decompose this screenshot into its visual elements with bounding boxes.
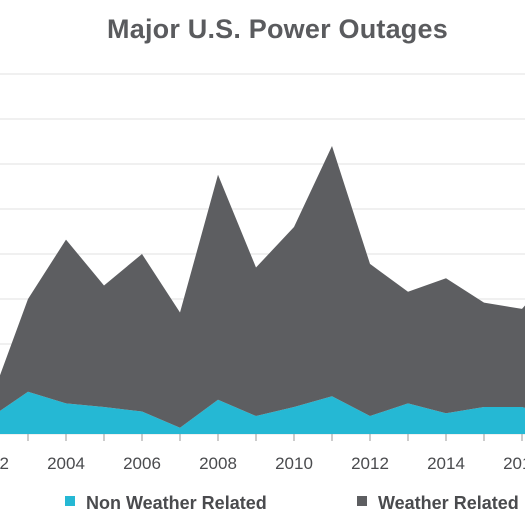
x-tick-label: 2006 [123,454,161,473]
x-tick-label: 2004 [47,454,85,473]
legend-label: Non Weather Related [86,493,267,513]
area-non-weather-related [0,391,525,434]
x-axis: 2002 2004 2006 2008 2010 2012 2014 2016 [0,434,525,473]
legend-swatch [65,496,75,506]
x-tick-label: 2010 [275,454,313,473]
x-tick-label: 2016 [503,454,525,473]
area-weather-related [0,146,525,428]
x-tick-label: 2014 [427,454,465,473]
chart-title: Major U.S. Power Outages [107,14,448,44]
x-tick-label: 2012 [351,454,389,473]
legend-swatch [357,496,367,506]
legend-label: Weather Related [378,493,519,513]
legend: Non Weather Related Weather Related [65,493,519,513]
chart-areas [0,146,525,434]
x-tick-label: 2002 [0,454,9,473]
x-tick-label: 2008 [199,454,237,473]
